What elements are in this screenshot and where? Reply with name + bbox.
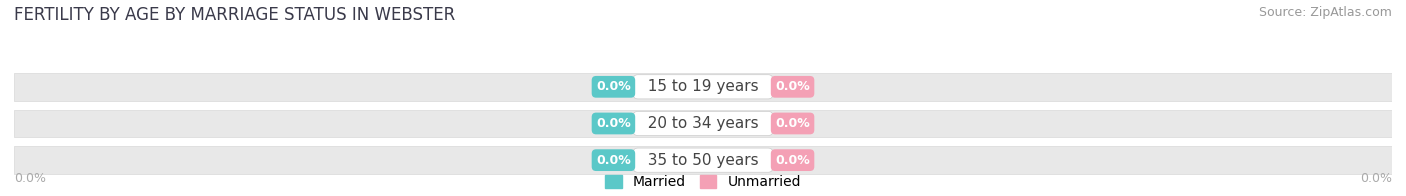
Text: 0.0%: 0.0% bbox=[596, 117, 631, 130]
Bar bbox=[14, 110, 1392, 137]
Text: 35 to 50 years: 35 to 50 years bbox=[638, 153, 768, 168]
Text: Source: ZipAtlas.com: Source: ZipAtlas.com bbox=[1258, 6, 1392, 19]
Text: 0.0%: 0.0% bbox=[14, 172, 46, 185]
Text: 15 to 19 years: 15 to 19 years bbox=[638, 79, 768, 94]
Legend: Married, Unmarried: Married, Unmarried bbox=[605, 175, 801, 189]
Bar bbox=[14, 73, 1392, 101]
Bar bbox=[14, 146, 1392, 174]
Text: 0.0%: 0.0% bbox=[596, 80, 631, 93]
Text: 0.0%: 0.0% bbox=[775, 117, 810, 130]
Text: 0.0%: 0.0% bbox=[1360, 172, 1392, 185]
Text: 0.0%: 0.0% bbox=[775, 80, 810, 93]
Text: 0.0%: 0.0% bbox=[775, 154, 810, 167]
Text: 0.0%: 0.0% bbox=[596, 154, 631, 167]
Text: FERTILITY BY AGE BY MARRIAGE STATUS IN WEBSTER: FERTILITY BY AGE BY MARRIAGE STATUS IN W… bbox=[14, 6, 456, 24]
Text: 20 to 34 years: 20 to 34 years bbox=[638, 116, 768, 131]
